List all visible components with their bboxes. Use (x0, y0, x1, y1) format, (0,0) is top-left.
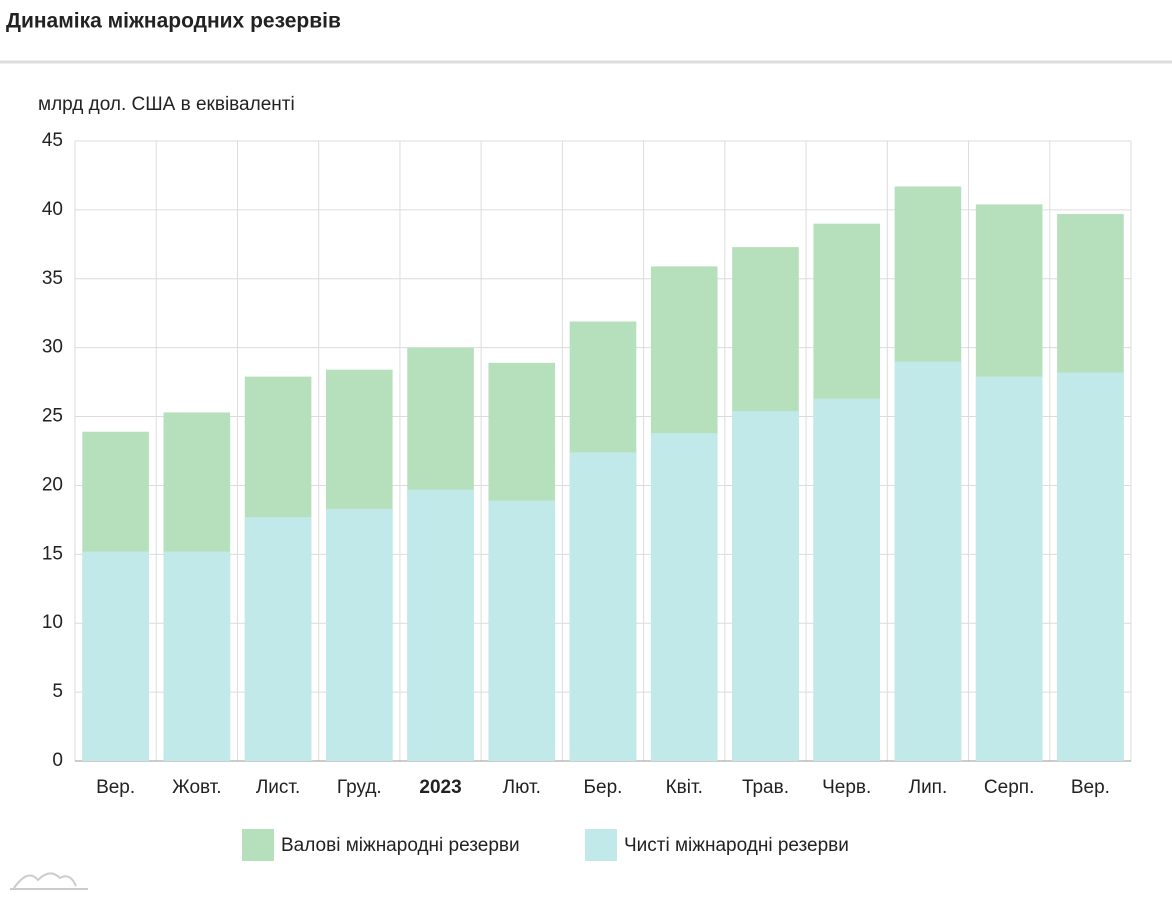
bar (650, 433, 718, 761)
bar (894, 361, 962, 761)
bar (732, 411, 799, 761)
y-axis-label: млрд дол. США в еквіваленті (38, 94, 295, 115)
y-tick-label: 30 (42, 337, 63, 358)
y-tick-label: 0 (52, 750, 63, 771)
x-tick-label: Квіт. (666, 777, 703, 798)
bar (163, 551, 231, 761)
bar (326, 508, 393, 761)
chart-title: Динаміка міжнародних резервів (6, 10, 341, 33)
x-tick-label: Жовт. (172, 777, 221, 798)
x-tick-label: Трав. (742, 777, 789, 798)
legend-swatch (242, 829, 274, 861)
x-tick-label: Вер. (96, 777, 135, 798)
x-tick-label: Вер. (1071, 777, 1110, 798)
x-tick-label: Груд. (337, 777, 382, 798)
y-tick-label: 15 (42, 543, 63, 564)
bar (82, 551, 149, 761)
bar (569, 452, 637, 761)
y-tick-label: 5 (52, 681, 63, 702)
bar (975, 376, 1043, 761)
y-tick-label: 40 (42, 199, 63, 220)
y-tick-label: 45 (42, 130, 63, 151)
x-tick-label: Черв. (822, 777, 871, 798)
y-tick-label: 35 (42, 268, 63, 289)
bar (407, 489, 474, 761)
bar (244, 517, 312, 761)
legend-label: Чисті міжнародні резерви (624, 835, 849, 856)
x-tick-label: Лют. (503, 777, 541, 798)
x-tick-label: Лип. (909, 777, 948, 798)
x-tick-label: Серп. (984, 777, 1034, 798)
legend-label: Валові міжнародні резерви (281, 835, 520, 856)
logo (13, 872, 77, 889)
bar (1057, 372, 1124, 761)
header (0, 0, 1172, 62)
y-tick-label: 20 (42, 474, 63, 495)
x-tick-label: Лист. (256, 777, 300, 798)
legend-swatch (585, 829, 617, 861)
bar (813, 398, 880, 761)
x-tick-label: 2023 (419, 777, 461, 798)
x-tick-label: Бер. (584, 777, 623, 798)
y-tick-label: 25 (42, 406, 63, 427)
bar (488, 500, 556, 761)
y-tick-label: 10 (42, 612, 63, 633)
